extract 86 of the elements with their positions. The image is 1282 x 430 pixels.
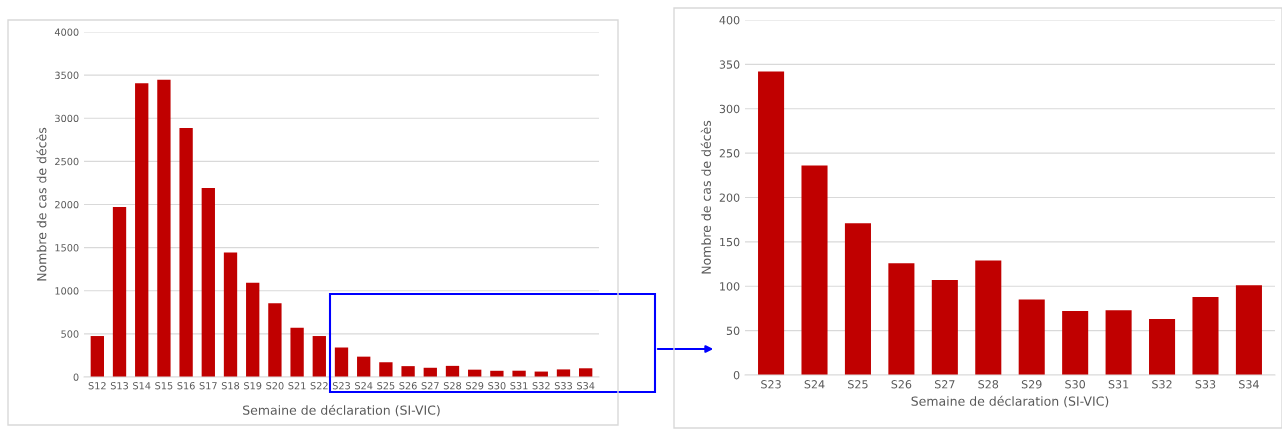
bar — [135, 83, 149, 377]
bar — [1018, 299, 1045, 375]
x-axis-title: Semaine de déclaration (SI-VIC) — [911, 395, 1109, 408]
bar — [801, 165, 828, 375]
y-tick-label: 200 — [719, 193, 740, 202]
bar — [201, 188, 215, 377]
x-tick-label: S30 — [1065, 380, 1086, 389]
x-tick-label: S29 — [466, 382, 484, 390]
y-tick-label: 500 — [61, 330, 79, 338]
bar — [758, 71, 785, 375]
bar — [112, 207, 127, 377]
bar — [1062, 311, 1089, 375]
bar — [268, 303, 282, 377]
x-tick-label: S13 — [110, 382, 129, 390]
x-tick-label: S28 — [443, 382, 462, 390]
bar — [1105, 310, 1132, 375]
y-tick-label: 0 — [733, 370, 740, 380]
bar — [1192, 296, 1219, 375]
bar — [844, 223, 871, 375]
bar — [556, 369, 571, 377]
bar — [312, 336, 326, 377]
x-tick-label: S15 — [155, 382, 173, 390]
x-tick-label: S14 — [133, 382, 151, 390]
y-tick-label: 350 — [719, 60, 740, 69]
x-axis-title: Semaine de déclaration (SI-VIC) — [243, 404, 440, 417]
x-tick-label: S21 — [288, 382, 306, 390]
y-tick-label: 1500 — [55, 244, 79, 252]
x-tick-label: S12 — [88, 382, 106, 390]
y-tick-label: 100 — [720, 282, 740, 291]
x-tick-label: S24 — [355, 382, 373, 390]
x-tick-label: S32 — [532, 382, 550, 390]
bar — [223, 252, 238, 377]
x-tick-label: S25 — [848, 380, 868, 389]
y-axis-title: Nombre de cas de décès — [700, 120, 711, 274]
y-tick-label: 300 — [719, 104, 740, 114]
bar — [888, 263, 915, 375]
bar — [334, 347, 349, 377]
y-tick-label: 50 — [726, 326, 740, 335]
bar — [357, 356, 371, 377]
x-tick-label: S18 — [221, 382, 240, 390]
x-tick-label: S28 — [978, 380, 999, 389]
bar — [157, 79, 171, 377]
y-tick-label: 0 — [73, 373, 79, 381]
y-tick-label: 3000 — [55, 114, 79, 123]
x-tick-label: S27 — [934, 380, 955, 389]
x-tick-label: S30 — [488, 382, 506, 390]
x-tick-label: S29 — [1021, 380, 1042, 389]
bar — [290, 327, 304, 377]
bar — [975, 260, 1002, 375]
x-tick-label: S31 — [510, 382, 528, 390]
x-tick-label: S23 — [761, 380, 781, 389]
bar — [1235, 285, 1262, 375]
y-tick-label: 250 — [719, 149, 740, 158]
y-tick-label: 1000 — [55, 287, 79, 295]
x-tick-label: S25 — [377, 382, 395, 390]
x-tick-label: S20 — [266, 382, 284, 390]
y-tick-label: 400 — [719, 15, 740, 25]
x-tick-label: S27 — [421, 382, 439, 390]
y-tick-label: 3500 — [55, 71, 79, 79]
bar — [579, 368, 593, 377]
y-tick-label: 2500 — [55, 157, 79, 166]
x-tick-label: S33 — [1195, 380, 1216, 389]
x-tick-label: S19 — [244, 382, 262, 390]
bar — [246, 282, 260, 377]
y-tick-label: 150 — [720, 237, 740, 247]
bar — [379, 362, 393, 377]
x-tick-label: S26 — [399, 382, 417, 390]
x-tick-label: S24 — [804, 380, 825, 389]
y-axis-title: Nombre de cas de décès — [36, 127, 47, 281]
bar — [90, 336, 104, 377]
bar — [179, 127, 193, 377]
x-tick-label: S17 — [199, 382, 217, 390]
x-tick-label: S16 — [177, 382, 195, 390]
bar — [931, 280, 958, 375]
x-tick-label: S22 — [310, 382, 328, 390]
x-tick-label: S33 — [554, 382, 572, 390]
bar — [401, 366, 415, 377]
x-tick-label: S34 — [577, 382, 595, 390]
x-tick-label: S23 — [332, 382, 350, 390]
y-tick-label: 4000 — [54, 28, 79, 36]
y-tick-label: 2000 — [55, 200, 79, 209]
x-tick-label: S31 — [1108, 380, 1129, 389]
x-tick-label: S32 — [1152, 380, 1172, 389]
bar — [1149, 319, 1176, 375]
x-tick-label: S26 — [891, 380, 912, 389]
x-tick-label: S34 — [1239, 380, 1259, 389]
